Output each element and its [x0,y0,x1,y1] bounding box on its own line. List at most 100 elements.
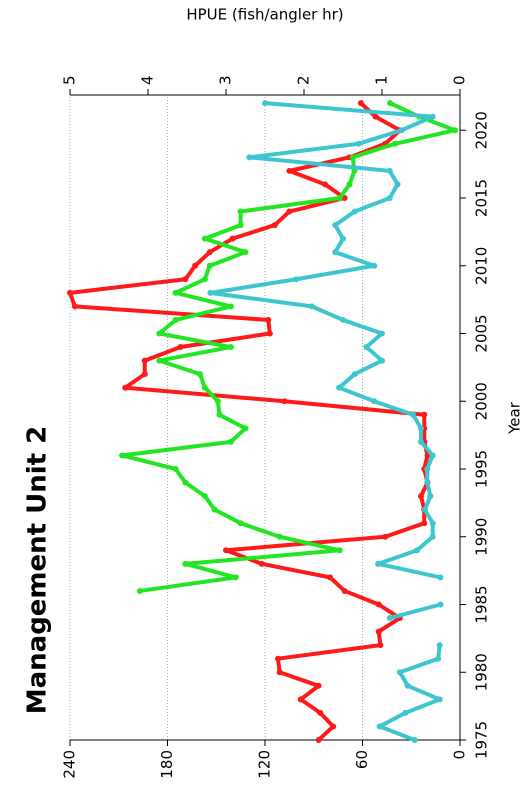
y-tick-label: 60 [353,750,371,769]
point [429,520,436,527]
point [357,100,364,107]
point [265,316,272,323]
point [237,520,244,527]
point [336,194,343,201]
point [242,425,249,432]
point [375,560,382,567]
point [424,465,431,472]
x-tick-label: 1990 [473,518,491,556]
point [437,574,444,581]
point [119,452,125,459]
x-tick-label: 1975 [473,721,491,759]
point [262,100,268,107]
x-tick-label: 2000 [473,382,491,420]
point [394,181,401,188]
point [418,425,424,432]
x-axis-title: Year [506,401,524,435]
point [293,276,300,283]
y2-tick-label: 5 [61,75,79,85]
point [363,344,370,351]
x-tick-label: 2010 [473,247,491,285]
point [396,669,403,676]
point [141,357,148,364]
point [71,303,78,310]
point [136,587,143,594]
point [201,384,208,391]
point [172,316,179,323]
y2-tick-label: 2 [295,75,313,85]
point [201,276,208,283]
point [387,100,394,107]
point [172,465,179,472]
x-tick-label: 2005 [473,314,491,352]
point [421,520,428,527]
point [379,357,385,364]
point [266,330,273,337]
point [346,181,353,188]
point [246,154,253,161]
point [214,398,221,405]
chart-title: Management Unit 2 [23,426,53,715]
point [392,140,398,147]
y-tick-label: 240 [61,750,79,779]
point [427,493,434,500]
point [411,737,418,743]
point [182,276,189,283]
point [322,181,329,188]
point [386,167,393,174]
y2-tick-label: 3 [217,75,235,85]
point [258,560,265,567]
point [67,289,73,296]
point [223,547,229,554]
point [229,235,236,242]
y-tick-label: 120 [256,750,274,779]
x-tick-label: 2020 [473,111,491,149]
point [156,330,163,337]
point [207,289,214,296]
point [429,113,436,120]
point [371,398,378,405]
point [421,506,428,513]
y-tick-label: 180 [158,750,176,779]
point [315,737,322,743]
point [271,222,278,229]
point [341,587,348,594]
y2-axis-title: HPUE (fish/angler hr) [186,6,343,24]
point [122,384,129,391]
point [398,127,405,134]
point [156,357,163,364]
x-tick-label: 2015 [473,179,491,217]
point [276,669,283,676]
point [371,262,378,269]
point [429,533,436,540]
point [232,574,239,581]
x-tick-label: 1980 [473,653,491,691]
point [332,222,339,229]
point [349,154,356,161]
point [418,493,424,500]
point [201,493,208,500]
point [275,655,281,662]
point [327,574,333,581]
point [286,208,293,215]
point [418,438,424,445]
point [404,682,411,689]
point [192,262,199,269]
point [376,723,383,730]
point [386,615,393,622]
point [286,167,293,174]
series-line [68,101,430,742]
point [429,452,436,459]
point [424,479,431,486]
point [414,547,421,554]
rotated-chart: Management Unit 2 Year HPUE (fish/angler… [23,6,524,779]
point [211,506,218,513]
point [435,655,442,662]
point [375,601,382,608]
point [227,438,234,445]
point [340,316,346,323]
point [340,235,346,242]
point [375,628,382,635]
point [332,249,339,256]
point [351,371,358,378]
